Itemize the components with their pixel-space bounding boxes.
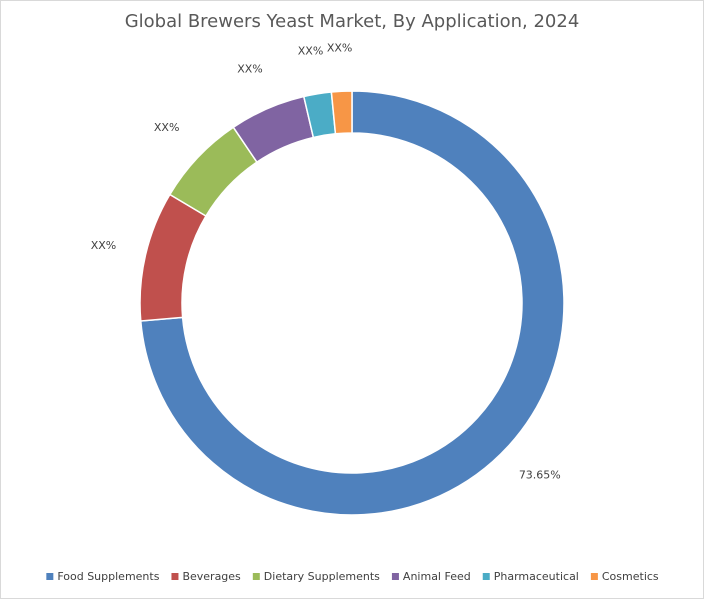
data-label: XX% — [298, 44, 324, 57]
donut-slice — [330, 90, 353, 135]
data-label: XX% — [154, 121, 180, 134]
legend-swatch — [590, 573, 598, 580]
data-label: 73.65% — [519, 469, 561, 482]
legend-label: Animal Feed — [403, 570, 471, 583]
legend-swatch — [482, 573, 490, 580]
legend-swatch — [391, 573, 399, 580]
chart-title: Global Brewers Yeast Market, By Applicat… — [125, 11, 580, 32]
legend-swatch — [171, 573, 179, 580]
legend-label: Food Supplements — [57, 570, 159, 583]
legend-label: Cosmetics — [602, 570, 659, 583]
data-label: XX% — [327, 41, 353, 54]
legend-label: Dietary Supplements — [264, 570, 380, 583]
data-label: XX% — [237, 62, 263, 75]
legend-swatch — [252, 573, 260, 580]
data-label: XX% — [91, 239, 117, 252]
donut-slice — [139, 90, 565, 516]
legend-label: Pharmaceutical — [494, 570, 579, 583]
legend-swatch — [46, 573, 54, 580]
legend-label: Beverages — [182, 570, 241, 583]
